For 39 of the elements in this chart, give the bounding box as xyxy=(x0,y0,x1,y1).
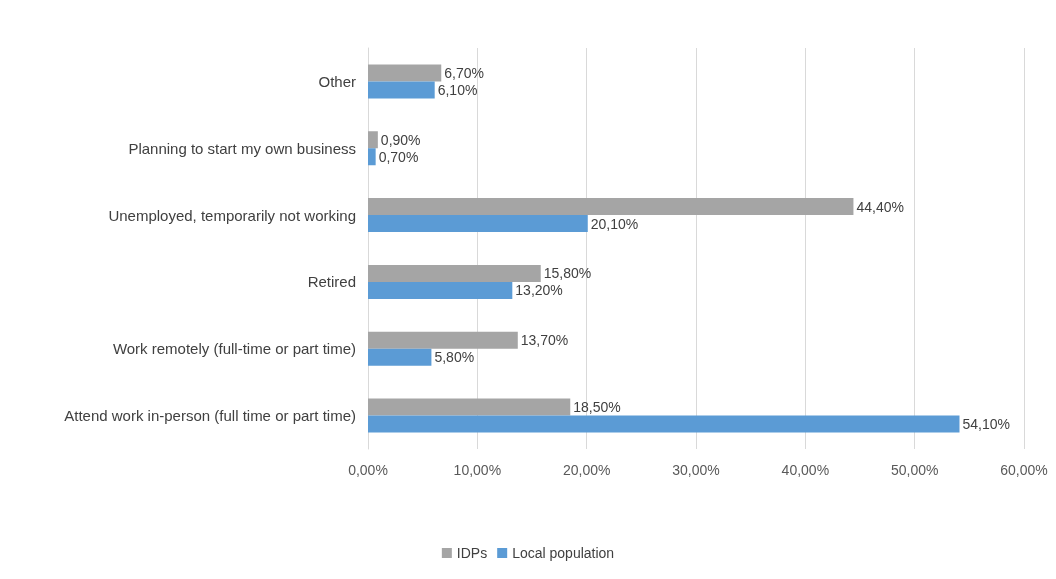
bar xyxy=(368,281,513,299)
bar xyxy=(368,64,442,82)
bar xyxy=(368,198,854,216)
data-label: 15,80% xyxy=(543,265,592,282)
data-label: 13,70% xyxy=(520,332,569,349)
y-tick-label: Other xyxy=(318,72,356,90)
data-label: 18,50% xyxy=(573,399,621,416)
data-label: 0,70% xyxy=(378,148,419,165)
y-tick-label: Attend work in-person (full time or part time) xyxy=(64,407,356,425)
data-label: 0,90% xyxy=(380,131,421,148)
data-label: 20,10% xyxy=(590,215,639,232)
x-tick-label: 0,00% xyxy=(348,462,388,478)
bar xyxy=(368,131,378,149)
bar xyxy=(368,331,518,349)
y-tick-label: Unemployed, temporarily not working xyxy=(108,206,356,224)
data-label: 6,70% xyxy=(444,64,484,81)
x-tick-label: 60,00% xyxy=(1000,462,1048,478)
y-tick-label: Work remotely (full-time or part time) xyxy=(112,340,356,358)
y-tick-label: Planning to start my own business xyxy=(128,139,356,157)
x-tick-label: 40,00% xyxy=(781,462,830,478)
x-tick-label: 50,00% xyxy=(890,462,939,478)
bar xyxy=(368,415,960,433)
bar xyxy=(368,81,435,99)
data-label: 6,10% xyxy=(437,81,478,98)
x-tick-label: 30,00% xyxy=(672,462,720,478)
bar xyxy=(368,348,432,366)
y-tick-label: Retired xyxy=(307,273,356,291)
legend-label: IDPs xyxy=(456,545,488,561)
data-label: 54,10% xyxy=(962,416,1010,433)
legend-label: Local population xyxy=(512,545,615,561)
data-label: 5,80% xyxy=(434,349,475,366)
bar xyxy=(368,215,588,233)
x-tick-label: 10,00% xyxy=(453,462,502,478)
bar xyxy=(368,398,571,416)
x-tick-label: 20,00% xyxy=(562,462,611,478)
data-label: 13,20% xyxy=(515,282,563,299)
bar xyxy=(368,264,541,282)
bar xyxy=(368,148,376,166)
data-label: 44,40% xyxy=(856,198,904,215)
